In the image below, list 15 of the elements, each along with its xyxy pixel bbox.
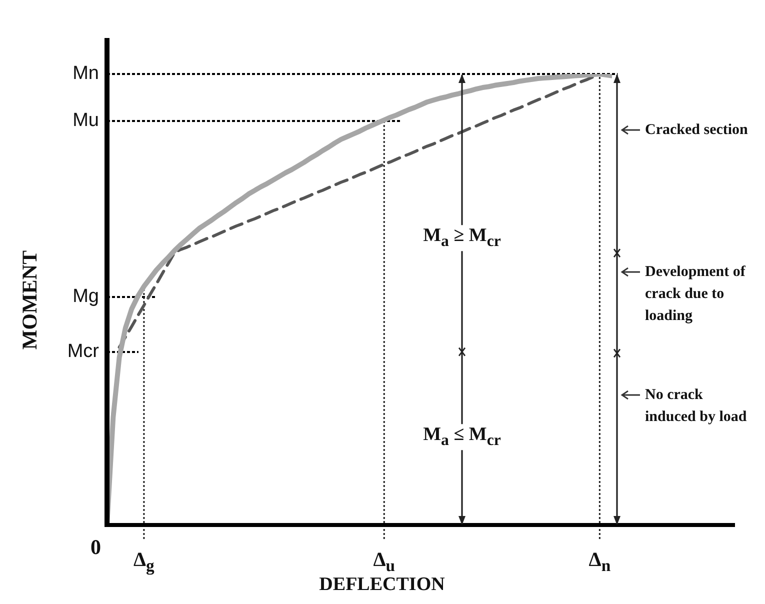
ref-line-label: Mcr — [67, 340, 99, 363]
text: No crack induced by load — [645, 386, 748, 427]
y-axis-title: MOMENT — [18, 250, 42, 350]
x-axis-title: DEFLECTION — [319, 574, 445, 596]
ref-line-label: Mn — [72, 63, 99, 85]
ref-line-label: Mu — [72, 110, 99, 132]
ref-line-label: Mg — [72, 286, 99, 308]
x-tick-label: Δ$_{n}$ — [588, 549, 611, 576]
annotation: M$_{a}$ ≥ M$_{cr}$ — [421, 225, 503, 251]
annotation: M$_{a}$ ≤ M$_{cr}$ — [421, 424, 503, 450]
x-tick-label: Δ$_{g}$ — [134, 549, 154, 576]
text: Cracked section — [645, 121, 749, 140]
text: 0 — [90, 535, 101, 560]
x-tick-label: Δ$_{u}$ — [373, 549, 396, 575]
text: Development of crack due to loading — [645, 263, 746, 326]
